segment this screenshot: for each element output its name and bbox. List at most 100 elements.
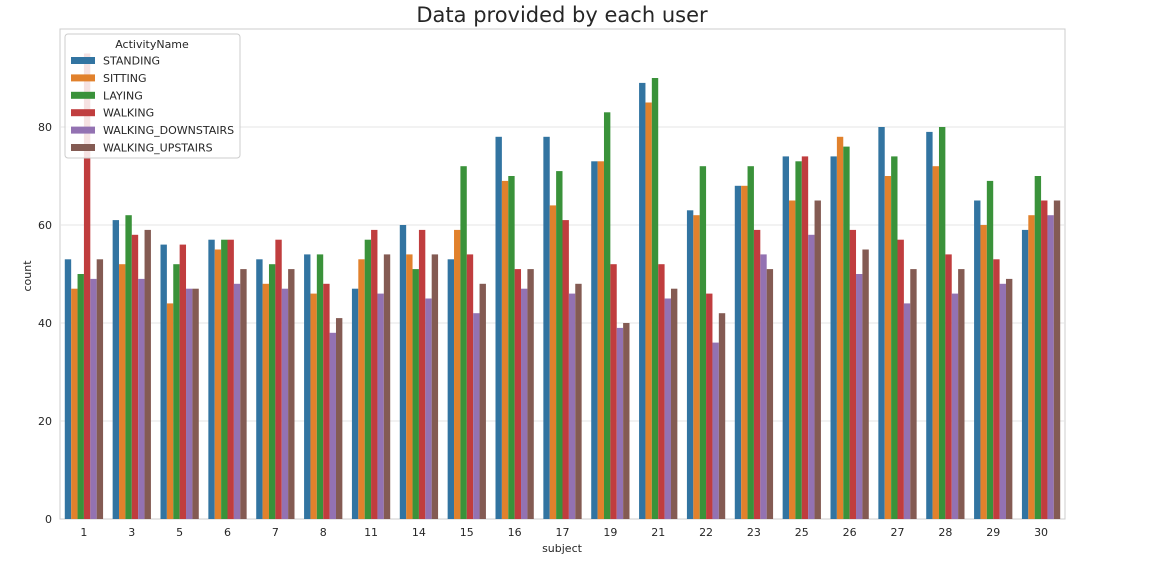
bar xyxy=(926,131,933,519)
bar xyxy=(958,269,965,519)
bar xyxy=(712,342,719,519)
bar xyxy=(932,166,939,519)
bar xyxy=(747,166,754,519)
bar xyxy=(268,264,276,519)
bar xyxy=(849,229,857,519)
bar xyxy=(227,239,234,519)
x-tick-label: 6 xyxy=(224,526,231,539)
bar xyxy=(77,274,84,519)
bar xyxy=(131,234,139,520)
bar xyxy=(179,244,187,519)
bar xyxy=(351,288,359,519)
bar xyxy=(186,288,193,519)
bar xyxy=(501,180,509,519)
legend-swatch xyxy=(71,57,95,64)
x-tick-label: 5 xyxy=(176,526,183,539)
bar xyxy=(664,298,671,519)
legend-swatch xyxy=(71,126,95,134)
legend-swatch xyxy=(71,91,95,99)
bar xyxy=(454,229,461,519)
bar xyxy=(658,264,665,519)
bar xyxy=(495,136,502,520)
bar xyxy=(999,283,1006,519)
bar xyxy=(383,254,391,519)
legend-entry-label: WALKING_DOWNSTAIRS xyxy=(103,124,234,137)
bar xyxy=(1028,215,1035,519)
legend-entry-label: WALKING_UPSTAIRS xyxy=(103,142,213,155)
bar xyxy=(399,225,407,519)
bar xyxy=(364,239,372,519)
x-tick-label: 25 xyxy=(795,526,809,539)
bar xyxy=(795,161,802,520)
bar xyxy=(651,78,659,519)
bar xyxy=(897,239,904,519)
bar xyxy=(275,239,282,519)
legend-swatch xyxy=(71,144,95,151)
legend-swatch xyxy=(71,109,95,117)
bar xyxy=(288,269,295,519)
bar xyxy=(549,205,557,519)
bar xyxy=(862,249,869,519)
bar xyxy=(830,156,837,519)
bar xyxy=(431,254,439,519)
bar xyxy=(686,210,694,520)
bar xyxy=(938,127,946,519)
bar xyxy=(90,278,97,519)
bar xyxy=(1034,176,1042,519)
legend-entry-label: WALKING xyxy=(103,107,154,120)
bar xyxy=(568,293,576,519)
bar xyxy=(760,254,767,519)
bar xyxy=(670,288,678,519)
bar xyxy=(741,185,748,520)
bar xyxy=(1053,200,1061,519)
bar xyxy=(575,283,582,519)
bar xyxy=(508,176,515,519)
y-axis: 0 20 40 60 80 xyxy=(38,121,52,526)
bar xyxy=(521,288,528,519)
x-tick-label: 19 xyxy=(603,526,617,539)
bar xyxy=(706,293,713,519)
bar xyxy=(910,269,917,519)
bar xyxy=(591,161,598,520)
x-axis: 1 3 5 6 7 8 11 14 15 16 17 19 21 22 23 25 26 27 28 29 30 xyxy=(80,526,1048,539)
y-tick-label: 20 xyxy=(38,415,52,428)
bar xyxy=(543,136,550,520)
y-axis-label: count xyxy=(21,260,34,292)
y-tick-label: 80 xyxy=(38,121,52,134)
bar xyxy=(603,112,611,520)
y-tick-label: 40 xyxy=(38,317,52,330)
bar xyxy=(418,229,426,519)
bar xyxy=(466,254,474,519)
bar xyxy=(371,229,378,519)
bar xyxy=(329,332,336,519)
bar xyxy=(693,215,700,519)
x-tick-label: 15 xyxy=(460,526,474,539)
bar xyxy=(616,327,624,519)
bar xyxy=(125,215,132,519)
legend-entry-label: LAYING xyxy=(103,89,143,102)
bar xyxy=(623,323,630,519)
y-tick-label: 0 xyxy=(45,513,52,526)
bar xyxy=(112,220,120,519)
bar xyxy=(639,82,646,520)
legend-title: ActivityName xyxy=(115,38,189,51)
bar xyxy=(406,254,413,519)
x-tick-label: 23 xyxy=(747,526,761,539)
bar xyxy=(192,288,199,519)
bar xyxy=(836,136,844,520)
bar xyxy=(144,229,151,519)
x-tick-label: 7 xyxy=(272,526,279,539)
bar xyxy=(980,225,987,519)
bar xyxy=(974,200,981,519)
bar xyxy=(335,318,343,519)
x-axis-label: subject xyxy=(542,542,583,555)
x-tick-label: 16 xyxy=(508,526,522,539)
bar xyxy=(240,269,247,519)
bar xyxy=(782,156,790,519)
bar xyxy=(1041,200,1048,519)
bar xyxy=(233,283,241,519)
bar xyxy=(808,234,815,520)
bar xyxy=(856,274,863,519)
x-tick-label: 26 xyxy=(843,526,857,539)
